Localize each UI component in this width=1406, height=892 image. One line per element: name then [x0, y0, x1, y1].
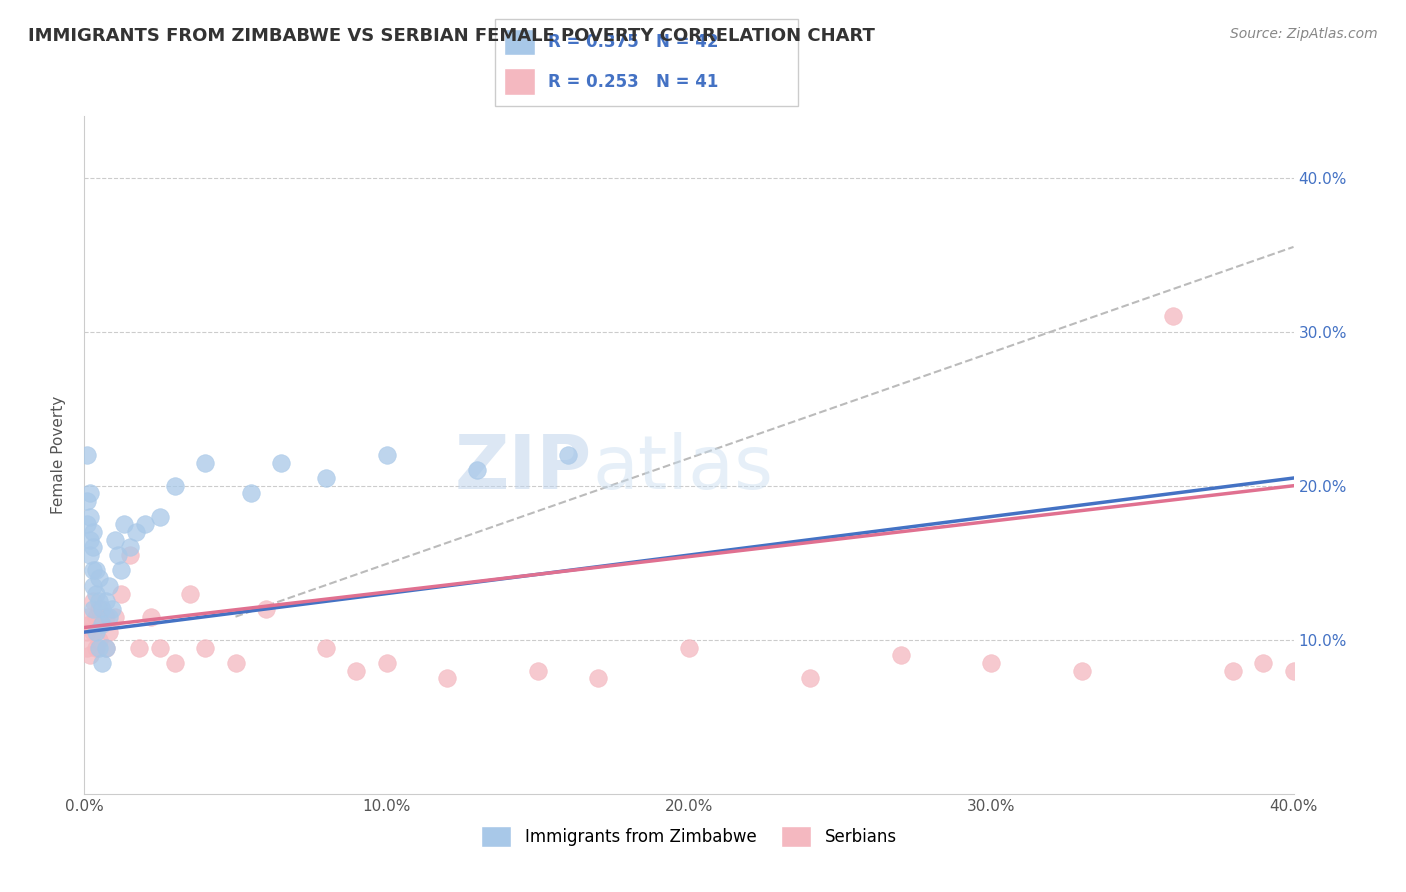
- Point: [86, 640, 108, 655]
- Point: [112, 517, 135, 532]
- Point: [82, 579, 104, 593]
- Point: [527, 664, 550, 678]
- Point: [82, 602, 104, 616]
- Point: [270, 456, 292, 470]
- Point: [1253, 656, 1275, 670]
- Point: [118, 541, 141, 555]
- Point: [315, 471, 337, 485]
- Point: [239, 486, 262, 500]
- Point: [110, 564, 132, 578]
- Point: [139, 609, 162, 624]
- Point: [89, 640, 111, 655]
- Point: [1071, 664, 1094, 678]
- Point: [375, 656, 398, 670]
- Text: atlas: atlas: [592, 432, 773, 505]
- Point: [346, 664, 368, 678]
- Point: [980, 656, 1002, 670]
- Point: [125, 524, 148, 539]
- FancyBboxPatch shape: [495, 19, 799, 106]
- Point: [118, 548, 141, 562]
- Point: [91, 656, 114, 670]
- Y-axis label: Female Poverty: Female Poverty: [51, 396, 66, 514]
- Point: [890, 648, 912, 663]
- Point: [86, 564, 108, 578]
- Point: [76, 517, 98, 532]
- Point: [76, 640, 98, 655]
- Point: [557, 448, 579, 462]
- Point: [94, 594, 117, 608]
- Point: [94, 640, 117, 655]
- Point: [179, 586, 201, 600]
- Point: [89, 632, 111, 647]
- Point: [97, 625, 120, 640]
- Point: [225, 656, 247, 670]
- Point: [89, 594, 111, 608]
- Point: [86, 609, 108, 624]
- Point: [82, 594, 104, 608]
- Text: R = 0.375   N = 42: R = 0.375 N = 42: [548, 33, 718, 51]
- Point: [799, 671, 821, 685]
- Point: [588, 671, 610, 685]
- Point: [467, 463, 489, 477]
- Point: [134, 517, 156, 532]
- Point: [100, 602, 122, 616]
- Point: [89, 602, 111, 616]
- Point: [79, 486, 101, 500]
- Point: [76, 448, 98, 462]
- Point: [107, 548, 129, 562]
- Text: R = 0.253   N = 41: R = 0.253 N = 41: [548, 73, 718, 91]
- Point: [194, 456, 217, 470]
- Point: [375, 448, 398, 462]
- Point: [79, 533, 101, 547]
- Point: [1161, 310, 1184, 324]
- Point: [678, 640, 700, 655]
- Point: [194, 640, 217, 655]
- Point: [82, 524, 104, 539]
- Point: [86, 625, 108, 640]
- Point: [149, 640, 172, 655]
- Point: [86, 586, 108, 600]
- Point: [1222, 664, 1244, 678]
- Point: [79, 648, 101, 663]
- Point: [79, 509, 101, 524]
- Point: [1282, 664, 1305, 678]
- Point: [82, 564, 104, 578]
- Point: [94, 640, 117, 655]
- Point: [165, 479, 187, 493]
- Point: [436, 671, 458, 685]
- Point: [110, 586, 132, 600]
- Point: [91, 602, 114, 616]
- Text: ZIP: ZIP: [456, 432, 592, 505]
- Point: [91, 617, 114, 632]
- Bar: [505, 68, 536, 95]
- Point: [94, 609, 117, 624]
- Point: [254, 602, 277, 616]
- Point: [91, 617, 114, 632]
- Point: [82, 541, 104, 555]
- Point: [79, 548, 101, 562]
- Point: [97, 609, 120, 624]
- Point: [82, 625, 104, 640]
- Point: [165, 656, 187, 670]
- Point: [76, 625, 98, 640]
- Point: [79, 617, 101, 632]
- Legend: Immigrants from Zimbabwe, Serbians: Immigrants from Zimbabwe, Serbians: [474, 820, 904, 854]
- Point: [97, 579, 120, 593]
- Bar: [505, 29, 536, 55]
- Point: [76, 494, 98, 508]
- Point: [104, 609, 127, 624]
- Text: Source: ZipAtlas.com: Source: ZipAtlas.com: [1230, 27, 1378, 41]
- Point: [149, 509, 172, 524]
- Point: [76, 609, 98, 624]
- Point: [89, 571, 111, 585]
- Text: IMMIGRANTS FROM ZIMBABWE VS SERBIAN FEMALE POVERTY CORRELATION CHART: IMMIGRANTS FROM ZIMBABWE VS SERBIAN FEMA…: [28, 27, 875, 45]
- Point: [315, 640, 337, 655]
- Point: [104, 533, 127, 547]
- Point: [128, 640, 150, 655]
